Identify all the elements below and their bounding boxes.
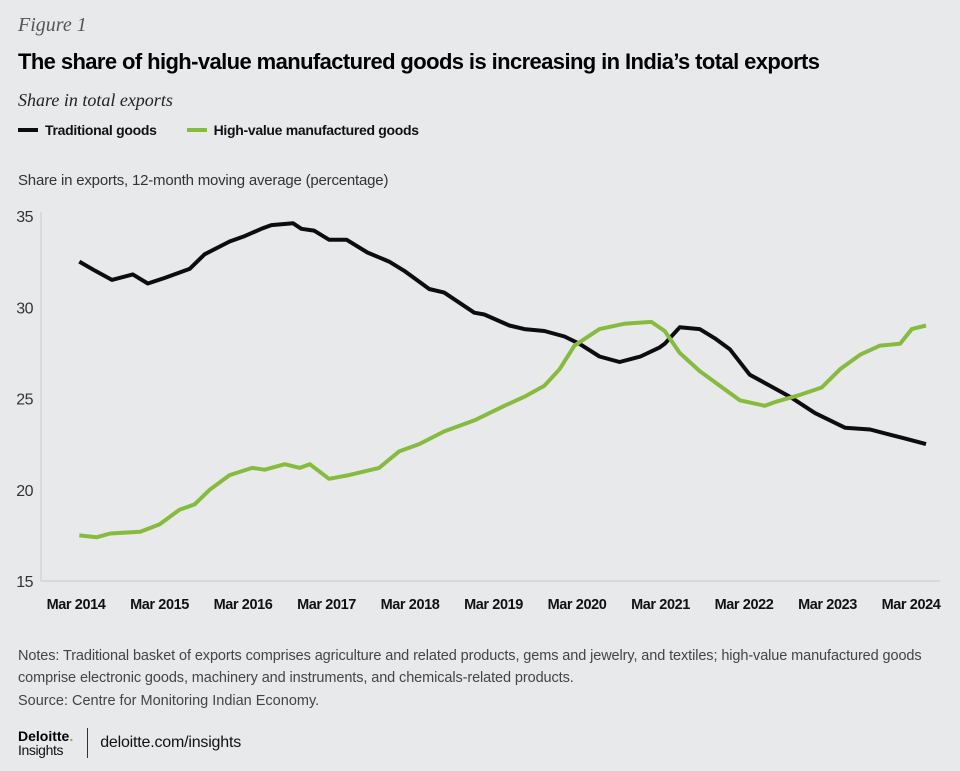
deloitte-insights-logo: Deloitte. Insights bbox=[18, 729, 73, 757]
y-tick-labels: 15 20 25 30 35 bbox=[16, 209, 34, 591]
footer-divider bbox=[87, 728, 89, 758]
series-lines bbox=[78, 221, 927, 540]
y-tick-label: 15 bbox=[16, 574, 33, 591]
chart-source: Source: Centre for Monitoring Indian Eco… bbox=[18, 693, 320, 709]
y-tick-label: 25 bbox=[16, 392, 33, 409]
figure-label: Figure 1 bbox=[18, 14, 87, 36]
y-tick-label: 35 bbox=[16, 209, 33, 226]
x-tick-label: Mar 2021 bbox=[631, 597, 690, 613]
brand-dot: . bbox=[69, 728, 74, 744]
footer-url-link[interactable]: deloitte.com/insights bbox=[100, 734, 241, 751]
x-tick-labels: Mar 2014 Mar 2015 Mar 2016 Mar 2017 Mar 2018… bbox=[47, 597, 942, 613]
y-tick-label: 30 bbox=[16, 300, 33, 317]
legend-item-high-value: High-value manufactured goods bbox=[186, 122, 420, 138]
legend-label-high-value: High-value manufactured goods bbox=[213, 122, 420, 138]
x-tick-label: Mar 2019 bbox=[464, 597, 523, 613]
chart-title: The share of high-value manufactured goo… bbox=[18, 49, 820, 74]
footer: Deloitte. Insights deloitte.com/insights bbox=[18, 728, 241, 758]
brand-name-text: Deloitte bbox=[18, 728, 70, 744]
axes bbox=[40, 212, 940, 582]
legend-swatch-traditional bbox=[18, 128, 38, 132]
x-tick-label: Mar 2024 bbox=[882, 597, 941, 613]
legend-item-traditional: Traditional goods bbox=[18, 122, 157, 138]
chart-subtitle: Share in total exports bbox=[18, 90, 173, 110]
brand-subname: Insights bbox=[18, 742, 64, 758]
x-tick-label: Mar 2023 bbox=[798, 597, 857, 613]
series-line-high-value-goods bbox=[79, 319, 927, 540]
legend-label-traditional: Traditional goods bbox=[45, 122, 157, 138]
x-tick-label: Mar 2016 bbox=[214, 597, 273, 613]
y-axis-title: Share in exports, 12-month moving averag… bbox=[18, 172, 389, 189]
brand-name: Deloitte. bbox=[18, 729, 73, 743]
x-tick-label: Mar 2018 bbox=[381, 597, 440, 613]
legend-swatch-high-value bbox=[186, 128, 207, 132]
series-line-traditional-goods bbox=[78, 221, 927, 447]
y-tick-label: 20 bbox=[16, 483, 33, 500]
x-tick-label: Mar 2015 bbox=[130, 597, 189, 613]
x-tick-label: Mar 2020 bbox=[548, 597, 607, 613]
chart-notes: Notes: Traditional basket of exports com… bbox=[18, 648, 922, 686]
x-tick-label: Mar 2022 bbox=[715, 597, 774, 613]
x-tick-label: Mar 2017 bbox=[297, 597, 356, 613]
legend: Traditional goods High-value manufacture… bbox=[18, 122, 449, 138]
x-tick-label: Mar 2014 bbox=[47, 597, 106, 613]
